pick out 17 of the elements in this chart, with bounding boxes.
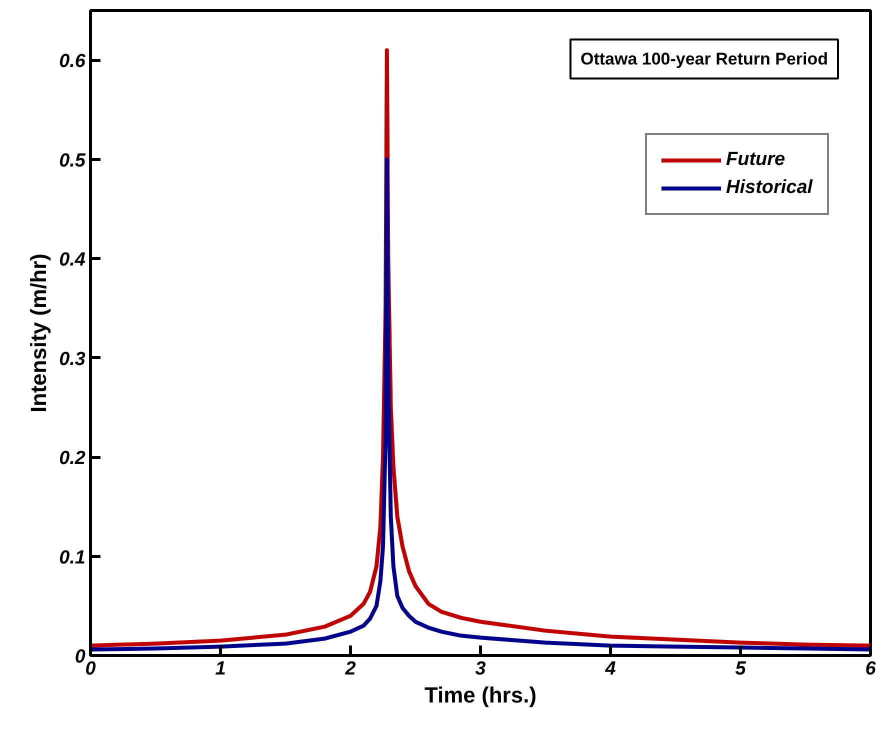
y-axis-title: Intensity (m/hr): [26, 254, 52, 412]
x-tick-label: 3: [475, 658, 486, 680]
legend-label: Future: [726, 149, 786, 171]
x-tick-label: 2: [344, 658, 356, 680]
text: Ottawa 100-year Return Period: [580, 50, 828, 69]
x-tick-label: 5: [735, 658, 746, 680]
y-tick-label: 0.5: [59, 150, 86, 172]
x-axis-title: Time (hrs.): [424, 682, 537, 708]
y-tick-label: 0.3: [59, 348, 86, 370]
legend-label: Historical: [726, 177, 813, 199]
y-tick-label: 0.2: [59, 448, 86, 470]
y-tick-label: 0.1: [59, 547, 86, 568]
y-tick-label: 0.6: [59, 51, 86, 72]
x-tick-label: 6: [865, 658, 876, 680]
x-tick-label: 4: [604, 658, 616, 680]
x-tick-label: 1: [215, 658, 226, 680]
y-tick-label: 0.4: [59, 250, 86, 271]
